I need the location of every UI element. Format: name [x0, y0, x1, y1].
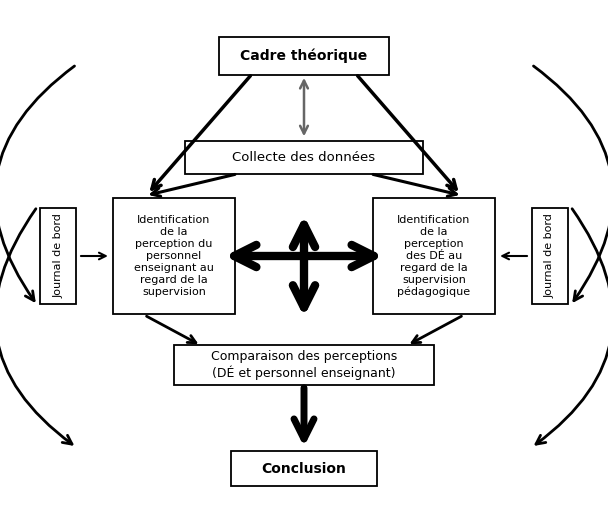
- Text: Cadre théorique: Cadre théorique: [240, 49, 368, 63]
- FancyBboxPatch shape: [219, 37, 389, 75]
- FancyBboxPatch shape: [185, 141, 423, 174]
- Text: Conclusion: Conclusion: [261, 462, 347, 476]
- FancyBboxPatch shape: [373, 198, 495, 314]
- FancyBboxPatch shape: [230, 451, 378, 486]
- FancyBboxPatch shape: [174, 345, 434, 385]
- FancyBboxPatch shape: [113, 198, 235, 314]
- Text: Identification
de la
perception
des DÉ au
regard de la
supervision
pédagogique: Identification de la perception des DÉ a…: [398, 215, 471, 297]
- FancyBboxPatch shape: [40, 208, 77, 304]
- Text: Journal de bord: Journal de bord: [53, 214, 63, 298]
- Text: Journal de bord: Journal de bord: [545, 214, 555, 298]
- Text: Comparaison des perceptions
(DÉ et personnel enseignant): Comparaison des perceptions (DÉ et perso…: [211, 350, 397, 380]
- FancyBboxPatch shape: [531, 208, 568, 304]
- Text: Collecte des données: Collecte des données: [232, 151, 376, 164]
- Text: Identification
de la
perception du
personnel
enseignant au
regard de la
supervis: Identification de la perception du perso…: [134, 215, 214, 297]
